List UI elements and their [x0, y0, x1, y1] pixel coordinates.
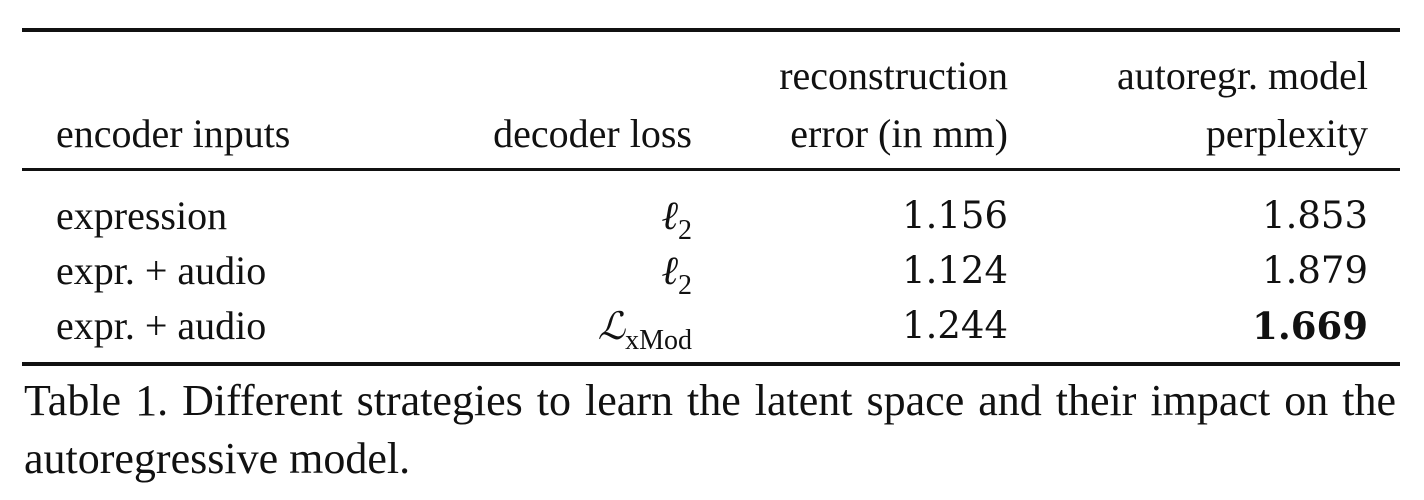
row3-decoder-loss: ℒxMod	[597, 304, 692, 355]
table-top-rule	[22, 28, 1400, 32]
row2-perplexity: 1.879	[1262, 249, 1368, 292]
table-caption: Table 1. Different strategies to learn t…	[24, 376, 1396, 483]
table-mid-rule	[22, 168, 1400, 171]
table-bottom-rule	[22, 362, 1400, 366]
row3-perplexity-best: 1.669	[1252, 304, 1368, 348]
row2-encoder-inputs: expr. + audio	[56, 248, 267, 293]
loss-symbol: ℒ	[597, 304, 626, 348]
row3-encoder-inputs: expr. + audio	[56, 303, 267, 348]
row2-decoder-loss: ℓ2	[661, 248, 692, 300]
header-perplexity-line1: autoregr. model	[1116, 53, 1368, 98]
loss-symbol: ℓ	[661, 193, 678, 238]
header-decoder-loss: decoder loss	[493, 111, 692, 156]
row3-reconstruction-error: 1.244	[902, 304, 1008, 347]
row1-encoder-inputs: expression	[56, 193, 228, 238]
header-reconstruction-line1: reconstruction	[779, 53, 1008, 98]
loss-symbol: ℓ	[661, 248, 678, 293]
results-table-figure: encoder inputs decoder loss reconstructi…	[22, 0, 1400, 500]
row1-decoder-loss: ℓ2	[661, 193, 692, 245]
row1-perplexity: 1.853	[1262, 194, 1368, 237]
row2-reconstruction-error: 1.124	[902, 249, 1008, 292]
row1-reconstruction-error: 1.156	[902, 194, 1008, 237]
header-perplexity-line2: perplexity	[1205, 111, 1368, 156]
header-encoder-inputs: encoder inputs	[56, 111, 291, 156]
header-reconstruction-line2: error (in mm)	[790, 111, 1008, 156]
loss-subscript: 2	[678, 270, 692, 301]
loss-subscript: xMod	[625, 325, 692, 356]
loss-subscript: 2	[678, 215, 692, 246]
